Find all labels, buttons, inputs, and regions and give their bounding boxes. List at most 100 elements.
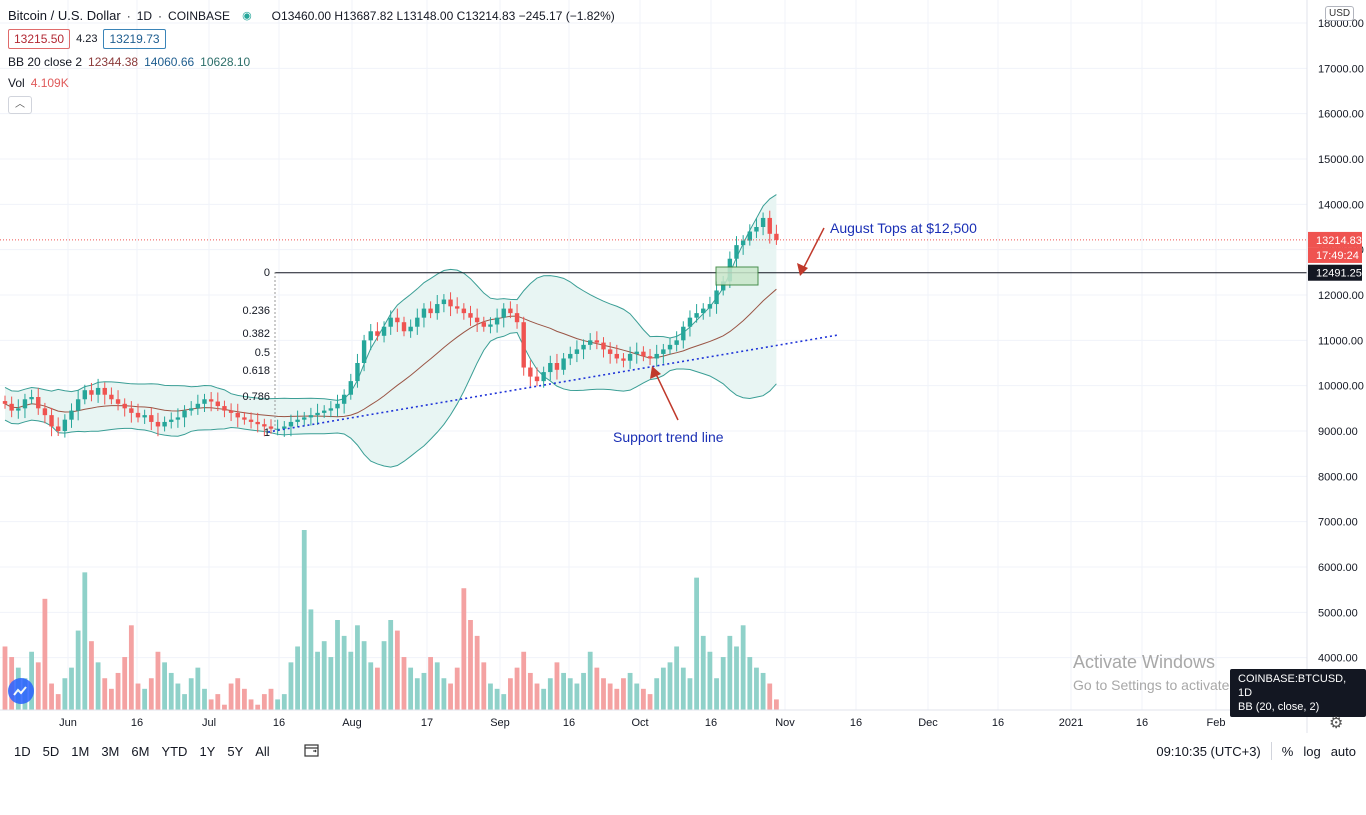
candle-body (135, 412, 141, 418)
watermark-title: Activate Windows (1073, 652, 1216, 672)
candle-body (262, 424, 267, 427)
volume-bar (202, 688, 207, 710)
volume-bar (401, 657, 407, 710)
arrow-head (797, 263, 808, 276)
range-5y[interactable]: 5Y (227, 743, 244, 759)
annotation-arrow (654, 371, 679, 421)
candle-body (594, 340, 600, 343)
bb-lower-value: 10628.10 (200, 55, 251, 69)
candle-body (521, 322, 526, 368)
volume-bar (601, 678, 606, 710)
candle-body (155, 421, 161, 427)
volume-bar (148, 678, 154, 710)
gear-icon[interactable]: ⚙ (1329, 715, 1344, 732)
volume-bar (394, 630, 400, 710)
volume-bar (714, 678, 719, 710)
range-1d[interactable]: 1D (14, 743, 31, 759)
candle-body (195, 403, 201, 409)
vol-indicator-row[interactable]: Vol 4.109K (8, 75, 615, 91)
volume-bar (248, 699, 254, 710)
low-label: L (396, 9, 404, 23)
chevron-up-icon: ︿ (15, 99, 25, 110)
volume-bar (82, 572, 88, 710)
volume-bar (468, 620, 473, 710)
volume-bar (315, 651, 320, 710)
y-tick-label: 18000.00 (1318, 18, 1364, 30)
tradingview-logo[interactable] (8, 678, 34, 704)
bb-indicator-row[interactable]: BB 20 close 2 12344.38 14060.66 10628.10 (8, 54, 615, 70)
candle-body (42, 408, 48, 416)
volume-bar (208, 699, 214, 710)
volume-bar (508, 678, 513, 710)
range-1y[interactable]: 1Y (199, 743, 216, 759)
range-1m[interactable]: 1M (71, 743, 90, 759)
candle-body (122, 403, 127, 409)
candle-body (328, 408, 334, 411)
x-tick-label: Oct (631, 717, 648, 729)
vol-indicator-value: 4.109K (30, 76, 69, 90)
volume-bar (627, 672, 633, 710)
volume-bar (175, 683, 181, 710)
range-ytd[interactable]: YTD (161, 743, 188, 759)
candle-body (69, 410, 74, 420)
candle-body (734, 245, 739, 259)
x-tick-label: 16 (850, 717, 862, 729)
y-tick-label: 17000.00 (1318, 63, 1364, 75)
volume-bar (222, 704, 227, 710)
collapse-legend-button[interactable]: ︿ (8, 96, 32, 114)
volume-bar (541, 688, 547, 710)
volume-bar (567, 678, 573, 710)
price-chart[interactable]: 0 0.236 0.382 0.5 0.618 0.786 1 August Tops at … (0, 0, 1366, 733)
volume-bar (720, 657, 726, 710)
candle-body (142, 415, 147, 418)
buy-button[interactable]: 13219.73 (103, 29, 166, 49)
sell-button[interactable]: 13215.50 (8, 29, 71, 49)
candle-body (255, 421, 260, 425)
candle-body (149, 415, 154, 422)
candle-body (282, 426, 287, 429)
clock-time[interactable]: 09:10:35 (UTC+3) (1156, 743, 1261, 759)
volume-bar (155, 651, 161, 710)
range-5d[interactable]: 5D (42, 743, 60, 759)
volume-bar (135, 683, 141, 710)
fib-level-label: 0 (264, 267, 270, 279)
candle-body (202, 399, 207, 404)
bb-indicator-label: BB 20 close 2 (8, 55, 83, 69)
calendar-icon[interactable] (304, 743, 320, 760)
candle-body (607, 349, 613, 354)
volume-bar (700, 635, 706, 710)
candle-body (581, 344, 586, 350)
candle-body (288, 421, 294, 427)
volume-bar (474, 635, 480, 710)
candle-body (115, 399, 121, 404)
range-3m[interactable]: 3M (101, 743, 120, 759)
fib-level-label: 0.5 (255, 347, 270, 359)
auto-toggle[interactable]: auto (1330, 743, 1356, 759)
candle-body (335, 403, 340, 409)
countdown-label: 17:49:24 (1316, 250, 1359, 262)
symbol-name[interactable]: Bitcoin / U.S. Dollar (8, 8, 121, 23)
volume-bar (674, 646, 680, 710)
percent-toggle[interactable]: % (1281, 743, 1294, 759)
currency-badge[interactable]: USD (1325, 6, 1355, 21)
volume-bar (594, 667, 600, 710)
support-trend-line (267, 334, 839, 433)
candle-body (29, 397, 34, 400)
candle-body (614, 353, 619, 359)
volume-bar (268, 688, 274, 710)
candle-body (448, 299, 453, 307)
candle-body (381, 326, 387, 336)
log-toggle[interactable]: log (1303, 743, 1321, 759)
volume-bar (687, 678, 693, 710)
volume-bar (308, 609, 314, 710)
volume-bar (534, 683, 540, 710)
range-all[interactable]: All (255, 743, 270, 759)
range-6m[interactable]: 6M (131, 743, 150, 759)
candle-body (747, 231, 752, 241)
interval-label[interactable]: 1D (136, 9, 153, 23)
candle-body (494, 317, 500, 325)
candle-body (275, 428, 280, 430)
x-tick-label: 17 (421, 717, 433, 729)
bb-middle-line (4, 288, 777, 418)
x-tick-label: 16 (131, 717, 143, 729)
